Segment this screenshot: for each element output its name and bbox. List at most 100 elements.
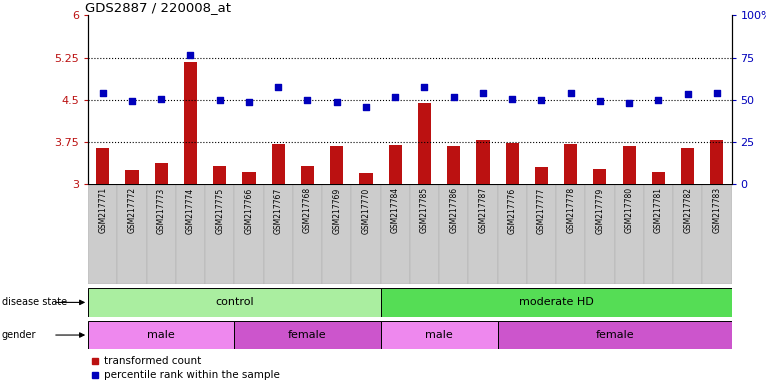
Point (623, 99, 635, 106)
Text: female: female (595, 330, 633, 340)
Text: male: male (425, 330, 453, 340)
Point (711, 90, 723, 96)
Bar (381, 288, 732, 317)
Text: GSM217767: GSM217767 (273, 187, 283, 233)
Bar (410, 184, 439, 284)
Bar (88, 288, 381, 317)
Text: GSM217782: GSM217782 (683, 187, 692, 233)
Bar (498, 184, 527, 284)
Text: GSM217775: GSM217775 (215, 187, 224, 233)
Bar (264, 184, 293, 284)
Bar (614, 184, 643, 284)
Text: GSM217785: GSM217785 (420, 187, 429, 233)
Point (155, 96, 167, 102)
Bar (527, 184, 556, 284)
Point (126, 98, 138, 104)
Point (418, 84, 430, 91)
Bar (498, 321, 732, 349)
Bar (352, 184, 381, 284)
Bar (176, 184, 205, 284)
Bar (359, 173, 372, 184)
Bar (97, 148, 110, 184)
Text: gender: gender (2, 330, 36, 340)
Bar (418, 103, 431, 184)
Bar (585, 184, 614, 284)
Point (360, 104, 372, 110)
Bar (184, 61, 197, 184)
Text: male: male (147, 330, 175, 340)
Bar (710, 141, 723, 184)
Bar (702, 184, 732, 284)
Text: moderate HD: moderate HD (519, 297, 594, 308)
Bar (476, 141, 489, 184)
Point (214, 97, 226, 103)
Bar (381, 184, 410, 284)
Text: GSM217776: GSM217776 (508, 187, 517, 233)
Bar (322, 184, 352, 284)
Bar (272, 144, 285, 184)
Bar (388, 145, 401, 184)
Text: GSM217769: GSM217769 (332, 187, 341, 233)
Text: GSM217779: GSM217779 (595, 187, 604, 233)
Point (682, 91, 694, 97)
Bar (447, 146, 460, 184)
Text: GSM217772: GSM217772 (127, 187, 136, 233)
Text: GSM217786: GSM217786 (449, 187, 458, 233)
Bar (234, 184, 264, 284)
Bar (242, 172, 256, 184)
Text: GSM217780: GSM217780 (624, 187, 633, 233)
Bar (205, 184, 234, 284)
Point (565, 90, 577, 96)
Text: disease state: disease state (2, 297, 67, 308)
Bar (126, 170, 139, 184)
Point (272, 84, 284, 91)
Point (243, 99, 255, 105)
Bar (594, 169, 607, 184)
Text: percentile rank within the sample: percentile rank within the sample (104, 370, 280, 380)
Point (653, 97, 665, 103)
Bar (88, 321, 234, 349)
Point (301, 97, 313, 103)
Text: GSM217778: GSM217778 (566, 187, 575, 233)
Bar (556, 184, 585, 284)
Text: GSM217777: GSM217777 (537, 187, 546, 233)
Point (389, 94, 401, 100)
Bar (564, 144, 578, 184)
Point (476, 90, 489, 96)
Bar (468, 184, 498, 284)
Text: GDS2887 / 220008_at: GDS2887 / 220008_at (85, 1, 231, 14)
Text: GSM217773: GSM217773 (157, 187, 165, 233)
Text: GSM217774: GSM217774 (186, 187, 195, 233)
Point (506, 96, 519, 102)
Text: GSM217784: GSM217784 (391, 187, 400, 233)
Point (535, 97, 548, 103)
Bar (623, 146, 636, 184)
Bar (330, 146, 343, 184)
Bar (146, 184, 176, 284)
Bar (681, 148, 694, 184)
Text: female: female (288, 330, 327, 340)
Text: control: control (215, 297, 254, 308)
Bar (535, 167, 548, 184)
Bar (506, 143, 519, 184)
Point (97, 90, 109, 96)
Bar (234, 321, 381, 349)
Bar (439, 184, 468, 284)
Text: transformed count: transformed count (104, 356, 201, 366)
Text: GSM217768: GSM217768 (303, 187, 312, 233)
Bar (643, 184, 673, 284)
Bar (381, 321, 498, 349)
Bar (293, 184, 322, 284)
Point (185, 52, 197, 58)
Point (447, 94, 460, 100)
Text: GSM217781: GSM217781 (654, 187, 663, 233)
Bar (117, 184, 146, 284)
Text: GSM217787: GSM217787 (479, 187, 487, 233)
Text: GSM217770: GSM217770 (362, 187, 371, 233)
Bar (213, 166, 226, 184)
Text: GSM217766: GSM217766 (244, 187, 254, 233)
Bar (88, 184, 117, 284)
Text: GSM217771: GSM217771 (98, 187, 107, 233)
Bar (673, 184, 702, 284)
Bar (155, 163, 168, 184)
